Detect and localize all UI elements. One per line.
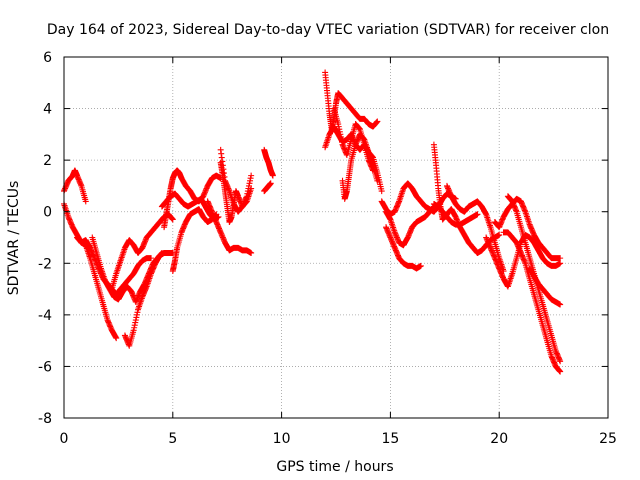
x-tick-label: 0 xyxy=(60,431,69,447)
x-tick-label: 15 xyxy=(381,431,399,447)
data-point-markers xyxy=(383,203,437,249)
series-track-f xyxy=(121,249,176,349)
series-track-q xyxy=(330,105,376,174)
data-point-markers xyxy=(169,206,220,275)
series-track-u xyxy=(383,203,437,249)
series-track-z xyxy=(491,195,564,262)
plot-frame xyxy=(63,56,609,419)
data-point-markers xyxy=(383,224,424,272)
data-point-markers xyxy=(61,167,89,205)
series-track-w xyxy=(430,200,481,228)
x-tick-label: 20 xyxy=(490,431,508,447)
series-track-r xyxy=(339,131,381,202)
series-track-ac xyxy=(526,265,564,308)
y-tick-label: 6 xyxy=(43,50,52,66)
data-point-markers xyxy=(217,146,255,215)
y-tick-label: -8 xyxy=(38,411,52,427)
series-track-b xyxy=(61,200,120,342)
data-point-markers xyxy=(500,229,564,375)
x-axis-label: GPS time / hours xyxy=(276,459,393,475)
data-point-markers xyxy=(322,69,381,133)
axis-ticks: 0 5 10 15 20 25 -8 -6 -4 -2 0 2 4 6 xyxy=(38,50,617,447)
data-point-markers xyxy=(491,195,564,262)
y-tick-label: 4 xyxy=(43,102,52,118)
series-track-j xyxy=(204,198,255,256)
data-point-markers xyxy=(261,146,276,179)
x-tick-label: 25 xyxy=(599,431,617,447)
series-track-t xyxy=(383,224,424,272)
data-points xyxy=(61,69,564,375)
data-point-markers xyxy=(121,249,176,349)
y-tick-label: -4 xyxy=(38,308,52,324)
y-tick-label: 0 xyxy=(43,205,52,221)
data-point-markers xyxy=(526,265,564,308)
series-track-l xyxy=(217,146,255,215)
y-tick-label: -6 xyxy=(38,359,52,375)
series-track-n xyxy=(261,180,274,195)
y-tick-label: -2 xyxy=(38,256,52,272)
data-point-markers xyxy=(430,200,481,228)
data-point-markers xyxy=(339,131,381,202)
data-point-markers xyxy=(61,200,120,342)
y-axis-label: SDTVAR / TECUs xyxy=(6,181,22,296)
series-track-x xyxy=(443,182,507,275)
x-tick-label: 10 xyxy=(273,431,291,447)
series-track-o xyxy=(322,69,381,133)
data-point-markers xyxy=(261,180,274,195)
data-point-markers xyxy=(443,182,507,275)
y-tick-label: 2 xyxy=(43,153,52,169)
chart-title: Day 164 of 2023, Sidereal Day-to-day VTE… xyxy=(47,22,609,38)
data-point-markers xyxy=(330,105,376,174)
series-track-m xyxy=(261,146,276,179)
series-track-ab xyxy=(500,229,564,375)
series-track-a xyxy=(61,167,89,205)
data-point-markers xyxy=(204,198,255,256)
x-tick-label: 5 xyxy=(168,431,177,447)
series-track-i xyxy=(169,206,220,275)
